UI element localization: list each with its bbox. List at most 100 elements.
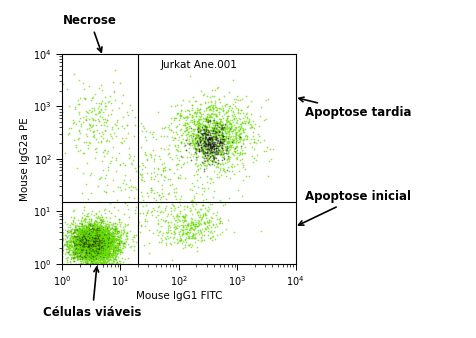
Point (89, 246, 96, 252)
Point (101, 233, 109, 238)
Point (80, 253, 88, 259)
Point (218, 127, 225, 133)
Point (197, 216, 205, 222)
Point (228, 124, 235, 129)
Point (209, 159, 217, 164)
Point (84, 255, 91, 260)
Point (73, 253, 80, 259)
Point (87, 240, 95, 246)
Point (195, 214, 202, 220)
Point (82, 253, 89, 259)
Point (208, 130, 216, 136)
Point (246, 122, 254, 127)
Point (103, 244, 110, 249)
Point (70, 240, 78, 246)
Point (101, 234, 109, 240)
Point (217, 119, 225, 124)
Point (208, 128, 216, 134)
Point (92, 257, 100, 262)
Point (72, 236, 79, 242)
Point (141, 128, 149, 134)
Point (206, 136, 214, 141)
Point (77, 246, 85, 251)
Point (198, 232, 206, 237)
Point (116, 80, 124, 86)
Point (197, 235, 205, 240)
Point (75, 242, 83, 248)
Point (78, 244, 86, 250)
Point (88, 226, 96, 232)
Point (77, 239, 85, 244)
Point (183, 231, 190, 236)
Point (77, 239, 85, 244)
Point (70, 229, 78, 235)
Point (205, 146, 212, 152)
Point (238, 96, 245, 102)
Point (89, 244, 97, 249)
Point (200, 122, 208, 127)
Point (223, 146, 230, 151)
Point (95, 236, 103, 242)
Point (81, 234, 89, 240)
Point (96, 249, 104, 254)
Point (193, 245, 201, 250)
Point (74, 228, 81, 234)
Point (87, 243, 94, 248)
Point (63, 234, 71, 240)
Point (82, 241, 90, 246)
Point (201, 139, 208, 144)
Point (83, 212, 90, 217)
Point (180, 217, 188, 223)
Point (235, 153, 243, 158)
Point (176, 237, 183, 243)
Point (208, 155, 216, 161)
Point (134, 170, 142, 175)
Point (89, 261, 97, 266)
Point (72, 236, 80, 242)
Point (67, 242, 74, 248)
Point (87, 229, 94, 234)
Point (96, 243, 103, 248)
Point (100, 242, 108, 247)
Point (107, 219, 114, 225)
Point (221, 137, 228, 142)
Point (85, 242, 92, 248)
Point (73, 233, 81, 238)
Point (95, 238, 103, 244)
Point (98, 241, 106, 246)
Point (250, 125, 258, 130)
Point (113, 228, 120, 234)
Point (101, 106, 109, 112)
Point (214, 132, 221, 138)
Point (90, 261, 98, 266)
Point (196, 122, 204, 127)
Point (205, 118, 212, 123)
Point (91, 239, 99, 244)
Point (170, 143, 178, 149)
Point (96, 234, 104, 240)
Point (235, 97, 243, 102)
Point (131, 122, 139, 128)
Point (64, 255, 71, 260)
Point (198, 132, 205, 137)
Point (76, 232, 83, 238)
Point (97, 250, 104, 256)
Point (203, 136, 211, 142)
Point (118, 239, 126, 244)
Point (69, 237, 77, 242)
Point (234, 111, 242, 116)
Point (94, 233, 102, 238)
Point (76, 101, 83, 106)
Point (94, 243, 102, 248)
Point (207, 151, 214, 157)
Point (88, 242, 95, 247)
Point (83, 234, 90, 239)
Point (73, 227, 80, 233)
Point (102, 247, 110, 252)
Point (99, 256, 107, 261)
Point (99, 261, 106, 266)
Point (64, 245, 72, 250)
Point (109, 255, 117, 260)
Point (222, 119, 230, 124)
Point (191, 201, 199, 207)
